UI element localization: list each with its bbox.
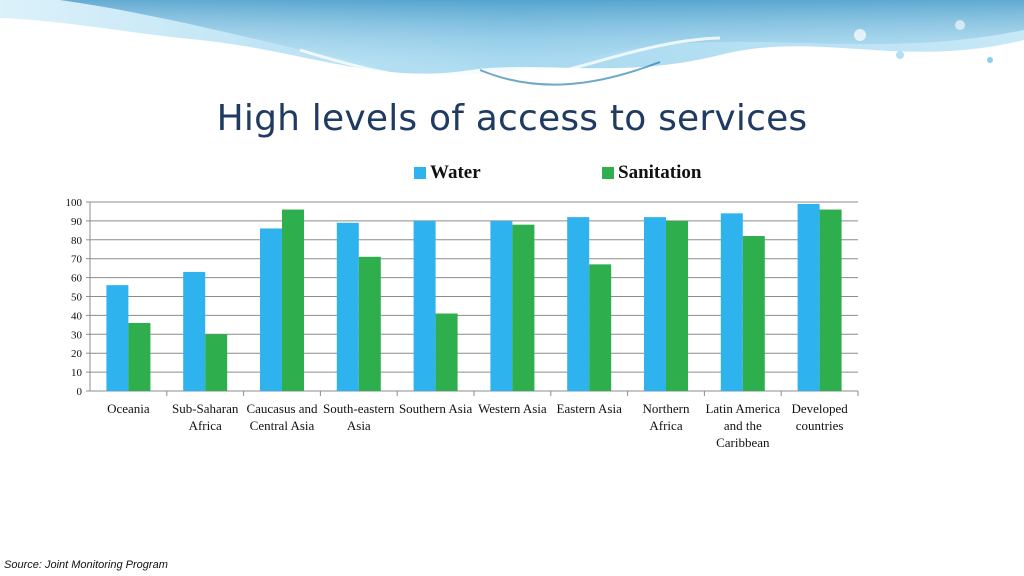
y-tick-label: 0 (77, 386, 83, 398)
y-tick-label: 60 (71, 273, 83, 285)
bar-sanitation (205, 334, 228, 391)
x-category-label: Western Asia (478, 401, 547, 416)
y-tick-label: 40 (71, 310, 83, 322)
x-category-label: Oceania (107, 401, 150, 416)
bar-sanitation (742, 236, 765, 391)
x-category-label: South-eastern Asia (323, 401, 395, 433)
bar-water (720, 213, 743, 391)
y-tick-label: 100 (66, 197, 83, 209)
bar-water (490, 220, 513, 391)
bar-sanitation (512, 224, 535, 391)
bar-water (413, 220, 436, 391)
x-category-label: Caucasus and Central Asia (246, 401, 318, 433)
y-tick-label: 10 (71, 367, 83, 379)
legend-item-sanitation: Sanitation (602, 162, 701, 184)
bar-sanitation (282, 209, 304, 391)
bar-water (567, 217, 590, 391)
bar-water (336, 222, 359, 391)
bar-water (260, 228, 282, 391)
legend-label-sanitation: Sanitation (618, 162, 702, 183)
bar-sanitation (435, 313, 458, 391)
x-category-label: Developed countries (791, 401, 848, 433)
legend-swatch-sanitation (602, 167, 614, 179)
bar-water (797, 203, 820, 391)
bar-sanitation (128, 322, 151, 391)
bar-water (644, 217, 666, 391)
bar-sanitation (819, 209, 842, 391)
chart-legend: Water Sanitation (410, 162, 830, 186)
x-category-label: Latin America and the Caribbean (705, 401, 781, 450)
x-category-label: Sub-Saharan Africa (171, 401, 239, 433)
y-tick-label: 80 (71, 235, 83, 247)
y-tick-label: 70 (71, 254, 83, 266)
legend-label-water: Water (430, 162, 481, 183)
legend-item-water: Water (414, 162, 481, 184)
bar-sanitation (666, 220, 688, 391)
water-splash-banner (0, 0, 1024, 86)
legend-swatch-water (414, 167, 426, 179)
y-tick-label: 90 (71, 216, 83, 228)
y-tick-label: 30 (71, 329, 83, 341)
x-category-label: Eastern Asia (556, 401, 622, 416)
source-note: Source: Joint Monitoring Program (4, 559, 168, 571)
bar-water (183, 271, 206, 391)
y-tick-label: 20 (71, 348, 83, 360)
bar-sanitation (589, 264, 612, 391)
bar-sanitation (358, 256, 381, 391)
x-category-label: Northern Africa (642, 401, 690, 433)
bar-water (106, 285, 129, 391)
x-category-label: Southern Asia (398, 401, 473, 416)
y-tick-label: 50 (71, 292, 83, 304)
slide-title: High levels of access to services (216, 98, 808, 139)
